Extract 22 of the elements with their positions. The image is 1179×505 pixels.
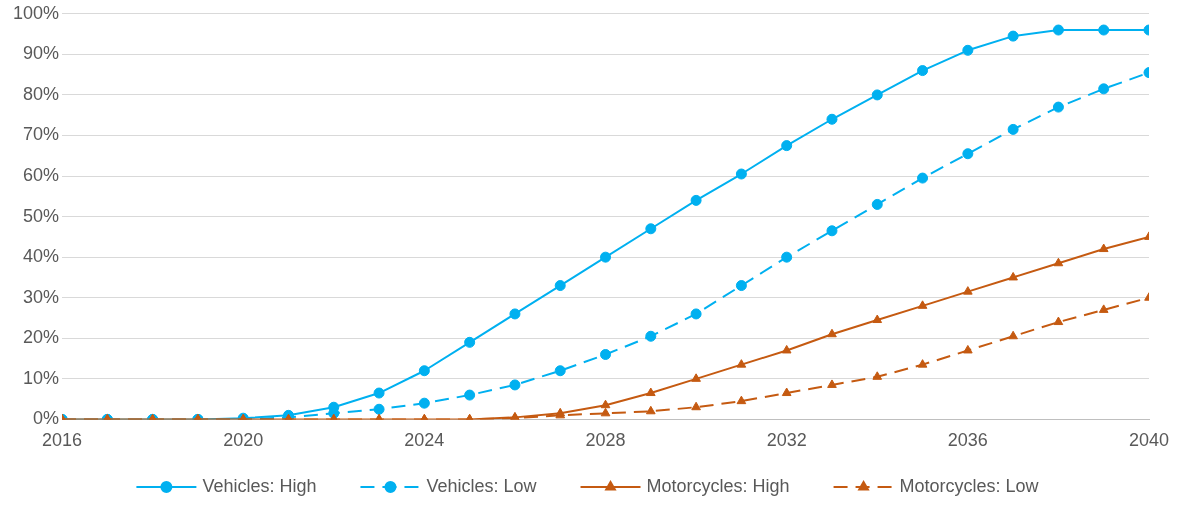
x-tick-label: 2016 [42, 430, 83, 451]
y-tick-label: 70% [23, 124, 60, 145]
legend-label: Vehicles: Low [426, 475, 538, 496]
x-tick-label: 2024 [404, 430, 445, 451]
y-tick-label: 100% [12, 2, 60, 23]
y-tick-label: 0% [33, 408, 60, 429]
x-tick-label: 2020 [223, 430, 264, 451]
legend-label: Motorcycles: Low [899, 475, 1040, 496]
legend-label: Vehicles: High [202, 475, 317, 496]
y-tick-label: 20% [23, 327, 60, 348]
x-tick-label: 2040 [1128, 430, 1170, 451]
x-tick-label: 2036 [947, 430, 988, 451]
y-tick-label: 90% [23, 43, 60, 64]
x-tick-label: 2032 [766, 430, 807, 451]
y-tick-label: 30% [23, 286, 60, 307]
y-tick-label: 10% [23, 367, 60, 388]
legend-label: Motorcycles: High [646, 475, 790, 496]
y-tick-label: 40% [23, 246, 60, 267]
x-tick-label: 2028 [585, 430, 626, 451]
y-tick-label: 50% [23, 205, 60, 226]
y-tick-label: 60% [23, 165, 60, 186]
y-tick-label: 80% [23, 83, 60, 104]
